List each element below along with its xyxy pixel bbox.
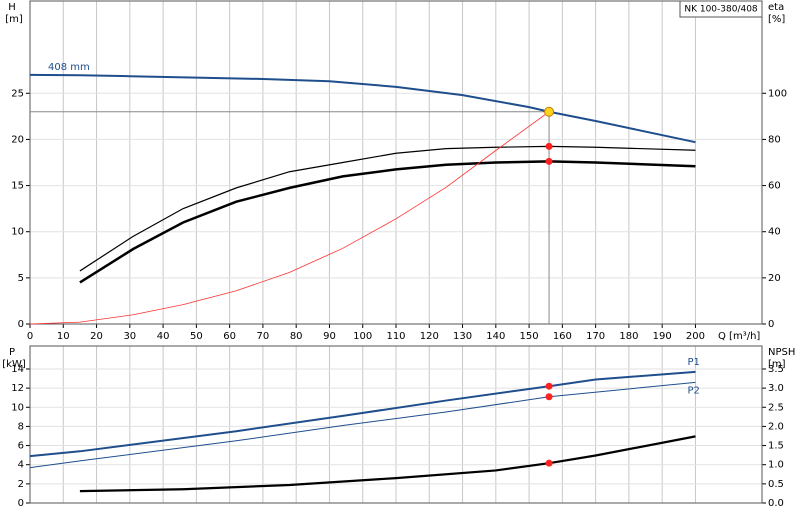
y-tick-label: 8 [18,421,24,432]
y-axis-label: P [9,347,15,358]
y-axis-unit: [m] [5,14,23,25]
series-line [79,435,696,493]
x-tick-label: 30 [123,331,136,342]
y2-tick-label: 60 [768,181,781,192]
x-axis-label: Q [m³/h] [718,331,760,342]
x-tick-label: 130 [453,331,472,342]
y2-tick-label: 0.0 [768,498,784,509]
y2-tick-label: 0 [768,319,774,330]
y2-tick-label: 2.0 [768,421,784,432]
x-tick-label: 20 [90,331,103,342]
y-tick-label: 5 [18,273,24,284]
y-tick-label: 4 [18,460,24,471]
y2-tick-label: 2.5 [768,402,784,413]
x-tick-label: 120 [420,331,439,342]
y2-tick-label: 20 [768,273,781,284]
series-line [79,160,696,284]
title-box [679,0,763,18]
x-tick-label: 70 [257,331,270,342]
y-axis-unit: [kW] [2,359,26,370]
y2-tick-label: 40 [768,227,781,238]
y2-tick-label: 80 [768,134,781,145]
series-line [29,111,550,325]
y2-axis-unit: [m] [768,359,786,370]
y-tick-label: 0 [18,319,24,330]
marker [545,459,553,467]
x-tick-label: 0 [27,331,33,342]
series-line [29,73,696,144]
x-tick-label: 200 [686,331,705,342]
x-tick-label: 160 [553,331,572,342]
x-tick-label: 110 [386,331,405,342]
x-tick-label: 50 [190,331,203,342]
y-tick-label: 15 [11,181,24,192]
marker [545,142,553,150]
x-tick-label: 190 [653,331,672,342]
x-tick-label: 10 [57,331,70,342]
x-tick-label: 140 [486,331,505,342]
y2-axis-unit: [%] [768,14,785,25]
x-tick-label: 170 [586,331,605,342]
series-label: 408 mm [48,62,90,73]
series-label: P2 [687,385,699,396]
y-tick-label: 25 [11,88,24,99]
marker [545,393,553,401]
y-tick-label: 10 [11,227,24,238]
y-axis-label: H [8,2,16,13]
y-tick-label: 6 [18,441,24,452]
x-tick-label: 60 [223,331,236,342]
plot-frame [29,345,763,504]
y-tick-label: 12 [11,383,24,394]
x-tick-label: 40 [157,331,170,342]
y-tick-label: 14 [11,364,24,375]
series-line [79,145,696,272]
x-tick-label: 80 [290,331,303,342]
y-tick-label: 0 [18,498,24,509]
y2-axis-label: NPSH [768,347,795,358]
y2-tick-label: 3.5 [768,364,784,375]
y2-tick-label: 1.5 [768,441,784,452]
y2-tick-label: 0.5 [768,479,784,490]
series-label: P1 [687,357,699,368]
series-line [29,370,696,458]
x-tick-label: 100 [353,331,372,342]
chart-title: NK 100-380/408 [684,5,758,15]
y-tick-label: 2 [18,479,24,490]
plot-frame [29,0,763,325]
x-tick-label: 180 [619,331,638,342]
marker [545,382,553,390]
operating-point [544,106,555,117]
y-tick-label: 10 [11,402,24,413]
x-tick-label: 90 [323,331,336,342]
y2-tick-label: 3.0 [768,383,784,394]
y2-tick-label: 1.0 [768,460,784,471]
y2-axis-label: eta [768,2,784,13]
y2-tick-label: 100 [768,88,787,99]
marker [545,157,553,165]
x-tick-label: 150 [520,331,539,342]
y-tick-label: 20 [11,134,24,145]
